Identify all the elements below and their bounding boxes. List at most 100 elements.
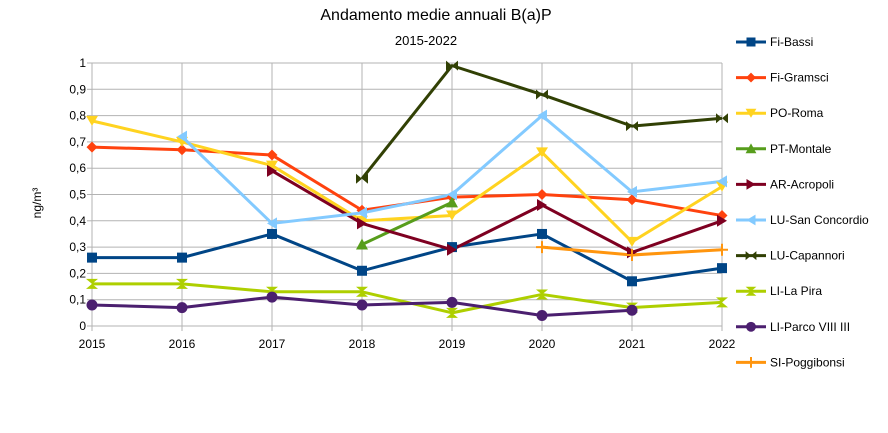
data-point [536, 309, 548, 321]
data-point [267, 217, 277, 230]
data-point [356, 299, 368, 311]
series-line [91, 119, 723, 244]
data-point [745, 357, 757, 368]
data-point [745, 143, 757, 154]
data-point [87, 252, 97, 263]
data-point [266, 160, 278, 171]
data-point [357, 206, 367, 219]
data-point [536, 147, 548, 158]
chart-subtitle: 2015-2022 [395, 33, 457, 48]
chart-title: Andamento medie annuali B(a)P [320, 7, 551, 24]
data-point [536, 289, 548, 300]
y-tick-label: 0,3 [69, 240, 86, 254]
data-point [446, 210, 458, 221]
data-point [716, 297, 728, 308]
data-point [447, 243, 457, 256]
data-point [745, 251, 757, 261]
y-tick-label: 0,4 [69, 214, 86, 228]
x-tick-label: 2017 [259, 337, 286, 351]
data-point [86, 115, 98, 126]
data-point [626, 248, 638, 261]
data-point [176, 302, 188, 314]
x-tick-label: 2022 [709, 337, 736, 351]
series-markers [86, 60, 728, 321]
data-point [356, 286, 368, 297]
data-point [746, 321, 756, 332]
y-axis: 0 0,1 0,2 0,3 0,4 0,5 0,6 0,7 0,8 0,9 1 [69, 56, 86, 333]
data-point [267, 164, 277, 177]
data-point [627, 276, 637, 287]
data-point [626, 194, 638, 206]
legend-label: Fi-Gramsci [770, 71, 829, 85]
series-line [91, 145, 723, 218]
y-tick-label: 0,1 [69, 293, 86, 307]
y-axis-label: ng/m³ [30, 188, 44, 219]
data-point [267, 228, 277, 239]
data-point [356, 173, 368, 184]
y-tick-label: 0 [79, 319, 86, 333]
legend-label: LI-Parco VIII III [770, 320, 850, 334]
x-axis: 2015 2016 2017 2018 2019 2020 2021 2022 [79, 337, 736, 351]
data-point [716, 113, 728, 124]
data-point [357, 265, 367, 276]
x-tick-label: 2019 [439, 337, 466, 351]
y-tick-label: 0,9 [69, 82, 86, 96]
y-tick-label: 0,7 [69, 135, 86, 149]
data-point [176, 144, 188, 156]
x-tick-label: 2015 [79, 337, 106, 351]
data-point [536, 241, 548, 254]
data-point [447, 188, 457, 201]
data-point [626, 304, 638, 316]
data-point [356, 238, 368, 250]
data-point [746, 37, 756, 47]
x-tick-label: 2021 [619, 337, 646, 351]
legend-label: Fi-Bassi [770, 35, 813, 49]
legend: Fi-Bassi Fi-Gramsci PO-Roma PT-Montale AR-Ac… [736, 35, 869, 369]
data-point [716, 243, 728, 256]
data-point [446, 60, 458, 71]
data-point [266, 291, 278, 303]
data-point [627, 185, 637, 198]
data-point [717, 214, 727, 227]
data-point [537, 109, 547, 122]
data-point [745, 108, 757, 118]
data-point [626, 121, 638, 132]
data-point [536, 89, 548, 100]
data-point [177, 252, 187, 263]
y-tick-label: 0,5 [69, 188, 86, 202]
y-tick-label: 1 [79, 56, 86, 70]
data-point [745, 286, 757, 296]
y-tick-label: 0,2 [69, 266, 86, 280]
data-point [537, 228, 547, 239]
legend-label: LI-La Pira [770, 284, 822, 298]
data-point [717, 175, 727, 188]
series-line [361, 201, 453, 246]
data-point [176, 278, 188, 289]
legend-label: LU-San Concordio [770, 213, 869, 227]
data-point [86, 299, 98, 311]
data-point [177, 130, 187, 143]
data-point [746, 179, 756, 190]
data-point [626, 236, 638, 247]
data-point [746, 72, 756, 83]
data-point [266, 149, 278, 161]
y-tick-label: 0,6 [69, 161, 86, 175]
data-point [86, 278, 98, 289]
plot-grid [87, 62, 723, 331]
legend-label: PT-Montale [770, 142, 832, 156]
data-point [717, 263, 727, 274]
x-tick-label: 2016 [169, 337, 196, 351]
data-point [446, 196, 458, 208]
legend-label: PO-Roma [770, 106, 824, 120]
legend-label: LU-Capannori [770, 249, 845, 263]
data-point [446, 296, 458, 308]
data-point [86, 141, 98, 153]
legend-label: SI-Poggibonsi [770, 355, 845, 369]
data-point [746, 214, 756, 226]
x-tick-label: 2018 [349, 337, 376, 351]
y-tick-label: 0,8 [69, 109, 86, 123]
data-point [537, 199, 547, 212]
legend-label: AR-Acropoli [770, 177, 834, 191]
series-line [92, 232, 723, 283]
